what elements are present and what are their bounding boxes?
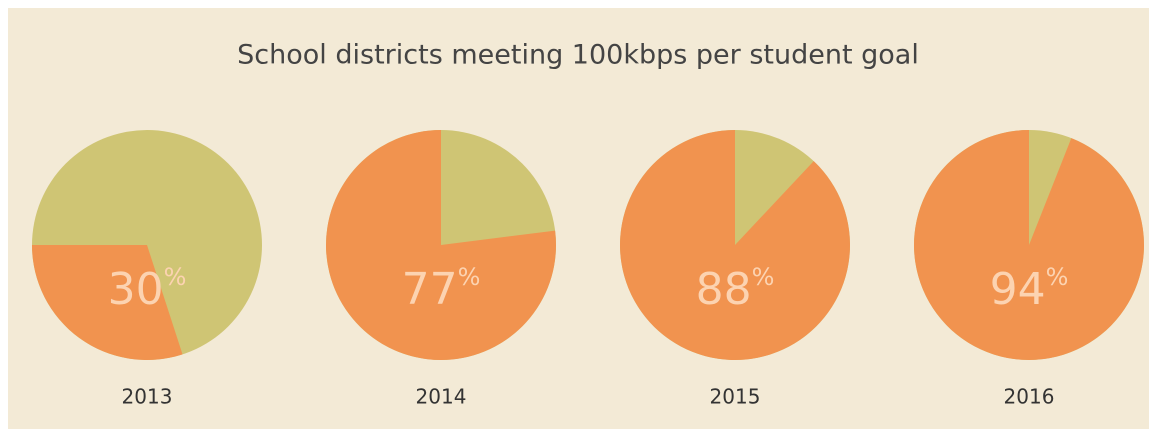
value-label: 30% xyxy=(108,263,187,315)
value-suffix: % xyxy=(458,263,481,291)
value-label: 88% xyxy=(696,263,775,315)
pie-slice xyxy=(32,245,183,360)
value-label: 77% xyxy=(402,263,481,315)
chart-title: School districts meeting 100kbps per stu… xyxy=(237,40,919,71)
category-label: 2013 xyxy=(122,385,173,409)
value-suffix: % xyxy=(1046,263,1069,291)
category-label: 2016 xyxy=(1004,385,1055,409)
pie-slice xyxy=(913,130,1144,360)
pie-slice xyxy=(619,130,850,360)
value-suffix: % xyxy=(752,263,775,291)
value-number: 88 xyxy=(696,264,752,315)
category-label: 2014 xyxy=(416,385,467,409)
pie-slice xyxy=(325,130,556,360)
value-number: 30 xyxy=(108,264,164,315)
value-number: 77 xyxy=(402,264,458,315)
category-label: 2015 xyxy=(710,385,761,409)
value-label: 94% xyxy=(990,263,1069,315)
value-number: 94 xyxy=(990,264,1046,315)
value-suffix: % xyxy=(164,263,187,291)
